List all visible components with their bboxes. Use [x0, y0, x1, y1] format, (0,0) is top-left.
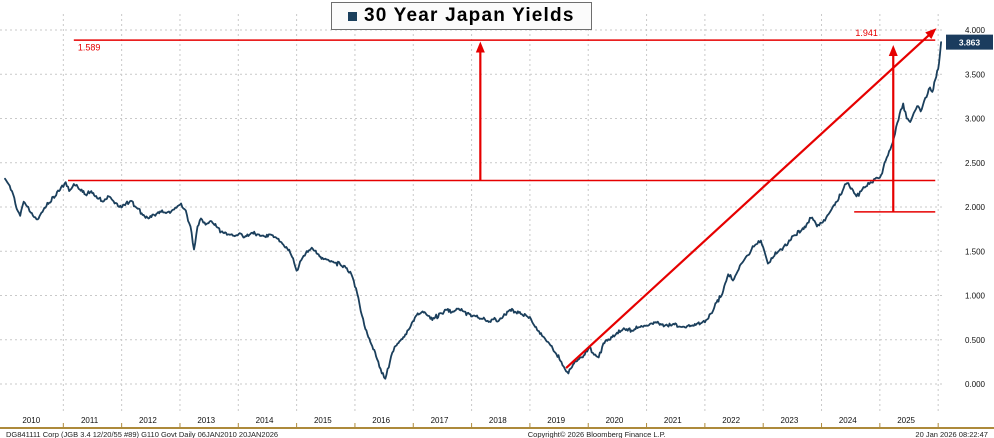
footer-copyright: Copyright© 2026 Bloomberg Finance L.P.: [527, 430, 666, 438]
svg-text:3.500: 3.500: [965, 70, 986, 79]
footer-timestamp: 20 Jan 2026 08:22:47: [915, 430, 988, 438]
footer-bar: DG841111 Corp (JGB 3.4 12/20/55 #89) G11…: [0, 430, 994, 438]
chart-title-box: 30 Year Japan Yields: [331, 2, 592, 30]
svg-text:1.941: 1.941: [855, 28, 878, 38]
svg-text:2021: 2021: [664, 416, 682, 425]
svg-text:1.589: 1.589: [78, 42, 101, 52]
svg-text:2016: 2016: [372, 416, 390, 425]
svg-text:2017: 2017: [431, 416, 449, 425]
svg-text:2018: 2018: [489, 416, 507, 425]
axis-divider-line: [0, 427, 994, 429]
svg-text:2.000: 2.000: [965, 203, 986, 212]
svg-text:2010: 2010: [22, 416, 40, 425]
chart-title: 30 Year Japan Yields: [364, 5, 575, 26]
svg-text:2015: 2015: [314, 416, 332, 425]
svg-text:2024: 2024: [839, 416, 857, 425]
svg-text:2020: 2020: [606, 416, 624, 425]
svg-text:2011: 2011: [81, 416, 99, 425]
svg-text:1.000: 1.000: [965, 292, 986, 301]
svg-text:0.000: 0.000: [965, 380, 986, 389]
svg-text:3.000: 3.000: [965, 115, 986, 124]
series-marker-icon: [348, 11, 357, 21]
svg-text:2012: 2012: [139, 416, 157, 425]
svg-text:1.500: 1.500: [965, 247, 986, 256]
svg-text:2025: 2025: [897, 416, 915, 425]
svg-text:2019: 2019: [547, 416, 565, 425]
svg-text:2.500: 2.500: [965, 159, 986, 168]
svg-text:3.863: 3.863: [959, 38, 981, 48]
footer-security-info: DG841111 Corp (JGB 3.4 12/20/55 #89) G11…: [6, 430, 279, 438]
svg-text:2022: 2022: [722, 416, 740, 425]
svg-text:2013: 2013: [197, 416, 215, 425]
svg-text:4.000: 4.000: [965, 26, 986, 35]
svg-text:0.500: 0.500: [965, 336, 986, 345]
svg-text:2023: 2023: [781, 416, 799, 425]
svg-text:2014: 2014: [256, 416, 274, 425]
